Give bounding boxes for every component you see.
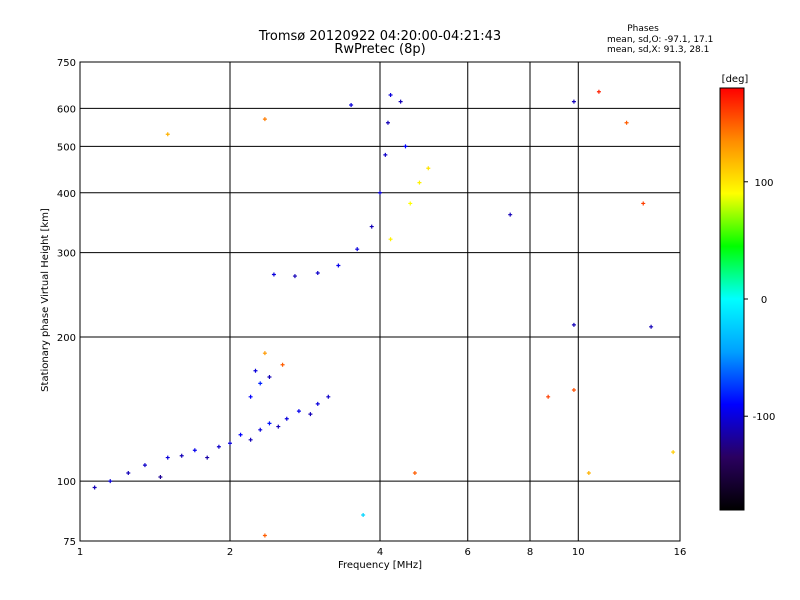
echo-point bbox=[671, 450, 676, 455]
echo-point bbox=[508, 212, 513, 217]
echo-point bbox=[546, 394, 551, 399]
x-tick-label: 16 bbox=[674, 547, 687, 558]
plot-frame bbox=[79, 61, 681, 542]
phase-stats-title: Phases bbox=[627, 24, 659, 34]
y-axis-ticks: 75 100 200 300 400 500 600 750 bbox=[57, 58, 76, 548]
echo-point bbox=[398, 99, 403, 104]
x-tick-label: 10 bbox=[572, 547, 585, 558]
echo-point bbox=[262, 533, 267, 538]
echo-point bbox=[378, 190, 382, 195]
echo-point bbox=[388, 92, 393, 97]
echo-point bbox=[426, 166, 431, 171]
x-tick-label: 2 bbox=[227, 547, 233, 558]
y-tick-label: 500 bbox=[57, 142, 76, 153]
echo-point bbox=[142, 463, 147, 468]
echo-point bbox=[179, 453, 184, 458]
echo-point bbox=[267, 374, 272, 379]
x-tick-label: 1 bbox=[77, 547, 83, 558]
y-tick-label: 400 bbox=[57, 189, 76, 200]
echo-point bbox=[315, 270, 320, 275]
echo-point bbox=[158, 475, 163, 480]
echo-point bbox=[355, 247, 360, 252]
colorbar: [deg] 100 0 -100 bbox=[719, 74, 775, 511]
echo-point bbox=[126, 470, 131, 475]
y-tick-label: 100 bbox=[57, 477, 76, 488]
phase-stats-o: mean, sd,O: -97.1, 17.1 bbox=[607, 35, 713, 45]
x-tick-label: 4 bbox=[377, 547, 383, 558]
echo-point bbox=[216, 444, 221, 449]
echo-point bbox=[315, 401, 320, 406]
echo-point bbox=[417, 180, 422, 185]
echo-points bbox=[92, 89, 676, 538]
colorbar-tick-label: 0 bbox=[761, 295, 767, 306]
echo-point bbox=[165, 455, 170, 460]
y-axis-label: Stationary phase Virtual Height [km] bbox=[40, 208, 51, 392]
echo-point bbox=[641, 201, 646, 206]
chart-subtitle: RwPretec (8p) bbox=[334, 42, 425, 57]
echo-point bbox=[258, 381, 263, 386]
echo-point bbox=[108, 479, 113, 484]
echo-point bbox=[280, 362, 285, 367]
echo-point bbox=[308, 412, 313, 417]
colorbar-tick-label: -100 bbox=[753, 412, 776, 423]
echo-point bbox=[408, 201, 413, 206]
colorbar-ticks: 100 0 -100 bbox=[744, 178, 775, 423]
chart-title: Tromsø 20120922 04:20:00-04:21:43 bbox=[258, 29, 501, 44]
y-tick-label: 75 bbox=[63, 537, 76, 548]
echo-point bbox=[383, 152, 388, 157]
echo-point bbox=[292, 274, 297, 279]
echo-point bbox=[369, 224, 374, 229]
echo-point bbox=[248, 437, 253, 442]
echo-point bbox=[271, 272, 276, 277]
colorbar-tick-label: 100 bbox=[754, 178, 773, 189]
phase-stats-x: mean, sd,X: 91.3, 28.1 bbox=[607, 45, 709, 55]
echo-point bbox=[412, 470, 417, 475]
echo-point bbox=[92, 485, 97, 490]
echo-point bbox=[388, 237, 393, 242]
echo-point bbox=[571, 387, 576, 392]
echo-point bbox=[296, 409, 301, 414]
echo-point bbox=[258, 427, 263, 432]
echo-point bbox=[649, 324, 654, 329]
x-axis-label: Frequency [MHz] bbox=[338, 560, 422, 571]
echo-point bbox=[192, 448, 197, 453]
y-tick-label: 600 bbox=[57, 104, 76, 115]
echo-point bbox=[571, 322, 576, 327]
echo-point bbox=[165, 132, 170, 137]
colorbar-label: [deg] bbox=[722, 74, 749, 85]
y-tick-label: 300 bbox=[57, 249, 76, 260]
echo-point bbox=[385, 120, 390, 125]
echo-point bbox=[361, 512, 366, 517]
echo-point bbox=[238, 432, 243, 437]
echo-point bbox=[326, 394, 331, 399]
echo-point bbox=[571, 99, 576, 104]
echo-point bbox=[596, 89, 601, 94]
echo-point bbox=[403, 144, 408, 149]
echo-point bbox=[205, 455, 210, 460]
echo-point bbox=[284, 416, 289, 421]
echo-point bbox=[276, 424, 281, 429]
grid-lines bbox=[80, 62, 680, 541]
x-axis-ticks: 1 2 4 6 8 10 16 bbox=[77, 547, 687, 558]
x-tick-label: 8 bbox=[527, 547, 533, 558]
echo-point bbox=[349, 102, 354, 107]
echo-point bbox=[248, 394, 253, 399]
echo-point bbox=[262, 117, 267, 122]
echo-point bbox=[228, 441, 232, 446]
echo-point bbox=[262, 351, 267, 356]
echo-point bbox=[336, 263, 341, 268]
x-tick-label: 6 bbox=[465, 547, 471, 558]
colorbar-gradient bbox=[719, 87, 745, 511]
y-tick-label: 750 bbox=[57, 58, 76, 69]
echo-point bbox=[624, 120, 629, 125]
echo-point bbox=[586, 470, 591, 475]
echo-point bbox=[267, 421, 272, 426]
y-tick-label: 200 bbox=[57, 333, 76, 344]
echo-point bbox=[253, 368, 258, 373]
